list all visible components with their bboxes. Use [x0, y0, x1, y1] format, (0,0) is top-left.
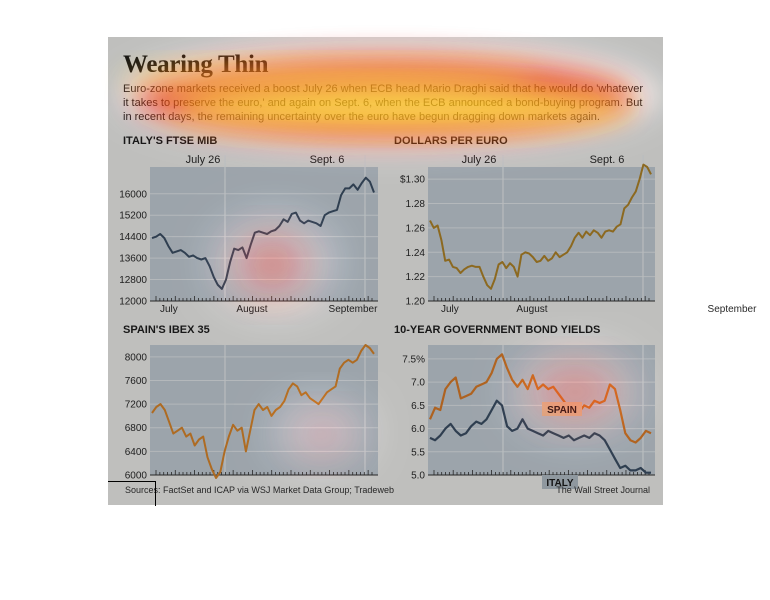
event-label: Sept. 6	[310, 154, 345, 166]
y-tick-label: 7600	[125, 376, 148, 387]
y-tick-label: 7.5%	[402, 354, 425, 365]
graphic-intro: Euro-zone markets received a boost July …	[123, 83, 643, 123]
series-label-bg	[542, 475, 578, 489]
y-tick-label: 1.24	[406, 248, 426, 259]
y-tick-label: 14400	[119, 232, 147, 243]
month-label: August	[236, 304, 267, 315]
y-tick-label: 5.0	[411, 471, 425, 482]
credit-note: The Wall Street Journal	[556, 485, 650, 495]
y-tick-label: 8000	[125, 352, 148, 363]
series-line-ibex	[151, 344, 375, 479]
y-tick-label: 1.20	[406, 297, 426, 308]
y-tick-label: 13600	[119, 254, 147, 265]
y-tick-label: 15200	[119, 211, 147, 222]
y-tick-label: 6.5	[411, 401, 425, 412]
wsj-graphic: Wearing Thin Euro-zone markets received …	[108, 37, 757, 505]
series-line-dollars	[429, 163, 652, 290]
ftse-chart: 16000 15200 14400 13600 12800 12000 July August…	[119, 154, 379, 315]
y-tick-label: 1.28	[406, 199, 426, 210]
dollars-chart-title: DOLLARS PER EURO	[394, 135, 508, 147]
y-tick-label: 6800	[125, 423, 148, 434]
y-tick-label: 1.26	[406, 223, 426, 234]
y-tick-label: 6.0	[411, 424, 425, 435]
bonds-chart: 7.5% 7.0 6.5 6.0 5.5 5.0 SPAIN ITALY	[402, 345, 655, 489]
month-label: August	[516, 304, 547, 315]
ftse-chart-title: ITALY'S FTSE MIB	[123, 135, 218, 147]
event-label: July 26	[462, 154, 497, 166]
y-tick-label: $1.30	[400, 175, 425, 186]
ibex-chart: 8000 7600 7200 6800 6400 6000	[125, 344, 378, 482]
crop-mark-vertical	[155, 481, 156, 506]
series-label-italy: ITALY	[542, 475, 578, 489]
series-line-italy	[429, 399, 651, 474]
series-label-spain: SPAIN	[542, 402, 582, 416]
dollars-chart: $1.30 1.28 1.26 1.24 1.22 1.20 July August Septe…	[400, 154, 757, 315]
month-label: July	[441, 304, 459, 315]
plot-area	[428, 167, 655, 301]
y-tick-label: 7.0	[411, 378, 425, 389]
graphic-title: Wearing Thin	[123, 51, 269, 78]
y-tick-label: 5.5	[411, 447, 425, 458]
y-tick-label: 12000	[119, 297, 147, 308]
bonds-chart-title: 10-YEAR GOVERNMENT BOND YIELDS	[394, 324, 601, 336]
series-label-text: SPAIN	[547, 405, 577, 416]
y-tick-label: 7200	[125, 400, 148, 411]
series-line-ftse	[151, 176, 375, 290]
event-label: July 26	[186, 154, 221, 166]
y-tick-label: 12800	[119, 275, 147, 286]
y-tick-label: 1.22	[406, 272, 426, 283]
crop-mark-horizontal	[108, 481, 156, 482]
month-label: September	[329, 304, 379, 315]
ibex-chart-title: SPAIN'S IBEX 35	[123, 324, 210, 336]
source-note: Sources: FactSet and ICAP via WSJ Market…	[125, 485, 394, 495]
month-label: September	[708, 304, 758, 315]
series-label-text: ITALY	[546, 478, 574, 489]
y-tick-label: 16000	[119, 189, 147, 200]
y-tick-label: 6000	[125, 471, 148, 482]
y-tick-label: 6400	[125, 447, 148, 458]
event-label: Sept. 6	[590, 154, 625, 166]
month-label: July	[160, 304, 178, 315]
